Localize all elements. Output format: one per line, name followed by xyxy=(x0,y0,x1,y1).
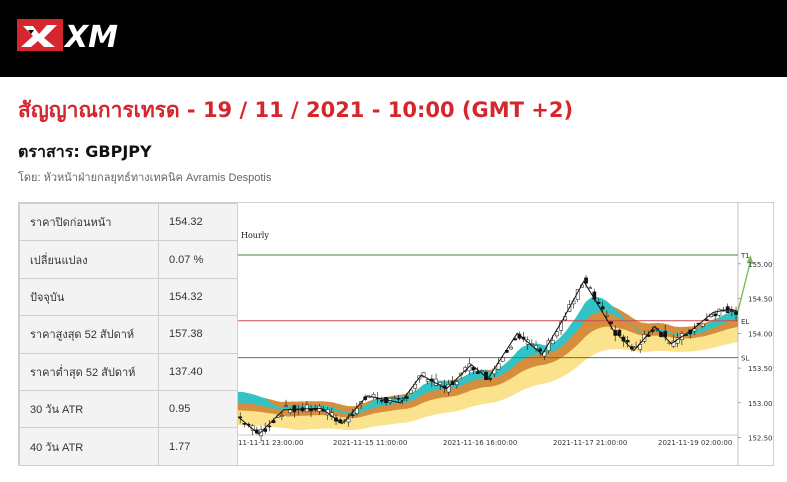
candle-body xyxy=(588,287,593,289)
level-label-t1: T1 xyxy=(740,252,750,260)
candle-body xyxy=(613,330,618,336)
candle-body xyxy=(609,321,613,324)
candle-body xyxy=(496,363,501,370)
candle-body xyxy=(488,378,493,380)
stat-value: 1.77 xyxy=(158,427,238,466)
brand-text: XM xyxy=(63,20,118,54)
table-row: 40 วัน ATR 1.77 xyxy=(19,427,238,466)
stat-value: 154.32 xyxy=(158,202,238,242)
instrument-label: ตราสาร: GBPJPY xyxy=(18,142,152,161)
candle-body xyxy=(288,409,293,413)
candle-body xyxy=(550,340,555,344)
candle-body xyxy=(713,313,718,317)
candle-body xyxy=(259,429,263,437)
signal-panel: ราคาปิดก่อนหน้า 154.32 เปลี่ยนแปลง 0.07 % … xyxy=(18,202,774,466)
projection-arrow-head xyxy=(746,255,754,264)
price-chart[interactable]: Hourly T1 EL SL 152.50 153.00 153.50 154.00 154… xyxy=(238,203,774,465)
stat-value: 137.40 xyxy=(158,352,238,391)
x-tick-label: 2021-11-19 02:00:00 xyxy=(658,439,732,447)
table-row: ปัจจุบัน 154.32 xyxy=(19,277,238,317)
candle-body xyxy=(355,407,359,414)
x-tick-label: 2021-11-15 11:00:00 xyxy=(333,439,407,447)
table-row: ราคาต่ำสุด 52 สัปดาห์ 137.40 xyxy=(19,352,238,391)
stat-label: 40 วัน ATR xyxy=(19,427,159,466)
level-label-sl: SL xyxy=(741,355,749,363)
y-tick-label: 152.50 xyxy=(748,435,773,443)
y-tick-label: 153.00 xyxy=(748,400,773,408)
projection-arrow xyxy=(737,260,752,312)
candle-body xyxy=(500,357,505,362)
candle-body xyxy=(584,277,588,284)
page-title: สัญญาณการเทรด - 19 / 11 / 2021 - 10:00 (… xyxy=(18,98,574,122)
author-byline: โดย: หัวหน้าฝ่ายกลยุทธ์ทางเทคนิค Avramis… xyxy=(18,172,272,184)
stat-value: 0.95 xyxy=(158,389,238,429)
candle-body xyxy=(717,308,722,316)
x-tick-label: 2021-11-17 21:00:00 xyxy=(553,439,627,447)
stat-label: เปลี่ยนแปลง xyxy=(19,240,159,279)
candle-body xyxy=(538,348,543,352)
candle-body xyxy=(700,323,705,327)
stat-label: ราคาปิดก่อนหน้า xyxy=(19,202,159,242)
y-tick-label: 154.50 xyxy=(748,296,773,304)
candle-body xyxy=(396,398,401,400)
zigzag-line xyxy=(238,280,739,435)
ma-band-outer xyxy=(238,321,738,431)
candle-body xyxy=(284,405,288,407)
stats-table: ราคาปิดก่อนหน้า 154.32 เปลี่ยนแปลง 0.07 % … xyxy=(19,202,238,466)
candle-body xyxy=(392,397,397,399)
x-tick-label: 2021-11-16 16:00:00 xyxy=(443,439,517,447)
candle-body xyxy=(555,331,559,337)
timeframe-label: Hourly xyxy=(241,231,269,240)
stat-label: ราคาสูงสุด 52 สัปดาห์ xyxy=(19,315,159,354)
table-row: ราคาสูงสุด 52 สัปดาห์ 157.38 xyxy=(19,315,238,354)
stat-label: 30 วัน ATR xyxy=(19,389,159,429)
candle-body xyxy=(480,370,484,372)
candle-body xyxy=(734,310,738,315)
candle-body xyxy=(421,372,426,378)
table-row: เปลี่ยนแปลง 0.07 % xyxy=(19,240,238,279)
candle-body xyxy=(471,367,476,371)
level-label-el: EL xyxy=(741,318,749,326)
candle-body xyxy=(509,346,513,350)
y-tick-label: 154.00 xyxy=(748,330,773,338)
candle-body xyxy=(705,319,709,321)
xm-logo[interactable]: XM xyxy=(17,16,135,54)
chart-svg[interactable]: Hourly T1 EL SL 152.50 153.00 153.50 154.00 154… xyxy=(238,203,774,465)
candle-body xyxy=(600,306,605,310)
candle-body xyxy=(309,409,313,412)
stat-label: ปัจจุบัน xyxy=(19,277,159,317)
candle-body xyxy=(305,404,309,412)
candle-body xyxy=(380,400,384,402)
candle-body xyxy=(267,425,272,428)
stat-value: 0.07 % xyxy=(158,240,238,279)
stat-value: 154.32 xyxy=(158,277,238,317)
table-row: ราคาปิดก่อนหน้า 154.32 xyxy=(19,202,238,242)
candle-body xyxy=(425,379,430,382)
header-bar: XM xyxy=(0,0,787,77)
candle-body xyxy=(405,396,409,399)
candle-body xyxy=(475,371,480,375)
stat-label: ราคาต่ำสุด 52 สัปดาห์ xyxy=(19,352,159,391)
table-row: 30 วัน ATR 0.95 xyxy=(19,389,238,429)
candle-body xyxy=(346,418,351,423)
y-tick-label: 153.50 xyxy=(748,365,773,373)
x-tick-label: 11-11-11 23:00:00 xyxy=(238,439,303,447)
candle-body xyxy=(625,340,630,343)
candle-body xyxy=(413,383,418,389)
candle-body xyxy=(438,382,443,385)
candle-body xyxy=(350,414,355,417)
candle-body xyxy=(638,344,643,350)
candle-body xyxy=(605,315,609,317)
stat-value: 157.38 xyxy=(158,315,238,354)
y-tick-label: 155.00 xyxy=(748,261,773,269)
candle-body xyxy=(455,381,459,386)
candle-body xyxy=(280,415,284,417)
